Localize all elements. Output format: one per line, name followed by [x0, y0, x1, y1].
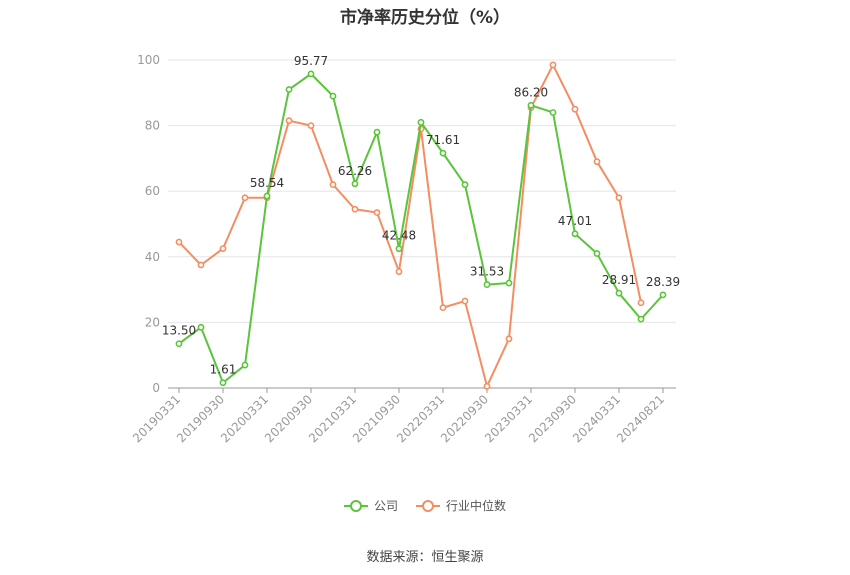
data-point-0 [571, 230, 579, 238]
data-point-0 [241, 361, 249, 369]
data-point-0 [395, 245, 403, 253]
data-point-1 [175, 238, 183, 246]
data-point-0 [219, 379, 227, 387]
data-point-0 [197, 323, 205, 331]
data-label: 1.61 [210, 363, 237, 377]
data-point-1 [351, 205, 359, 213]
data-label: 13.50 [162, 324, 196, 338]
data-point-0 [285, 86, 293, 93]
data-point-1 [439, 304, 447, 312]
data-label: 86.20 [514, 85, 548, 99]
y-tick-label: 60 [145, 184, 160, 198]
data-point-0 [307, 70, 315, 78]
data-point-0 [175, 340, 183, 348]
data-point-0 [351, 180, 359, 188]
data-label-layer: 13.50 1.61 58.54 95.77 62.26 42.48 71.61 31.53 8… [162, 54, 680, 377]
data-label: 95.77 [294, 54, 328, 68]
data-point-0 [263, 192, 271, 200]
data-point-1 [593, 158, 601, 166]
data-point-0 [659, 291, 667, 299]
data-point-0 [637, 315, 645, 323]
data-point-1 [615, 194, 623, 202]
legend-swatch-industry-median [416, 499, 440, 513]
data-point-0 [549, 109, 557, 116]
data-point-1 [571, 105, 579, 113]
data-point-0 [417, 118, 425, 126]
data-point-0 [439, 149, 447, 157]
data-label: 71.61 [426, 133, 460, 147]
y-tick-label: 0 [152, 381, 160, 395]
source-note: 数据来源：恒生聚源 [366, 550, 484, 565]
data-label: 47.01 [558, 214, 592, 228]
legend-item-industry-median[interactable]: 行业中位数 [416, 497, 506, 514]
data-point-1 [285, 117, 293, 125]
data-label: 58.54 [250, 176, 284, 190]
series-line-1 [178, 63, 642, 388]
data-point-1 [219, 245, 227, 252]
y-tick-label: 20 [145, 315, 160, 329]
x-tick-label: 20240821 [614, 392, 667, 445]
data-label: 31.53 [470, 265, 504, 279]
y-tick-label: 80 [145, 119, 160, 133]
y-tick-label: 100 [137, 53, 160, 67]
legend: 公司 行业中位数 [0, 497, 850, 514]
data-point-1 [329, 181, 337, 189]
data-point-1 [505, 335, 513, 343]
data-point-0 [329, 92, 337, 100]
legend-label-company: 公司 [373, 499, 398, 513]
data-label: 28.91 [602, 273, 636, 287]
data-point-1 [395, 268, 403, 275]
chart-title: 市净率历史分位（%） [339, 8, 511, 28]
series-layer [175, 61, 667, 390]
data-point-0 [483, 281, 491, 288]
data-label: 62.26 [338, 164, 372, 178]
data-label: 42.48 [382, 229, 416, 243]
data-point-1 [637, 299, 645, 307]
data-point-0 [593, 250, 601, 257]
y-tick-label: 40 [145, 250, 160, 264]
data-point-1 [373, 209, 381, 216]
data-point-1 [461, 297, 469, 305]
data-point-0 [373, 128, 381, 136]
legend-label-industry-median: 行业中位数 [446, 499, 507, 513]
data-point-1 [307, 122, 315, 129]
data-point-0 [527, 101, 535, 109]
data-point-0 [505, 279, 513, 287]
data-point-0 [615, 289, 623, 297]
data-point-1 [483, 382, 491, 390]
grid-layer [168, 59, 676, 323]
legend-item-company[interactable]: 公司 [343, 497, 398, 514]
data-point-1 [549, 61, 557, 69]
data-point-0 [461, 181, 469, 189]
data-point-1 [241, 194, 249, 202]
legend-swatch-company [343, 499, 368, 513]
data-label: 28.39 [646, 275, 680, 289]
data-point-1 [197, 261, 205, 269]
